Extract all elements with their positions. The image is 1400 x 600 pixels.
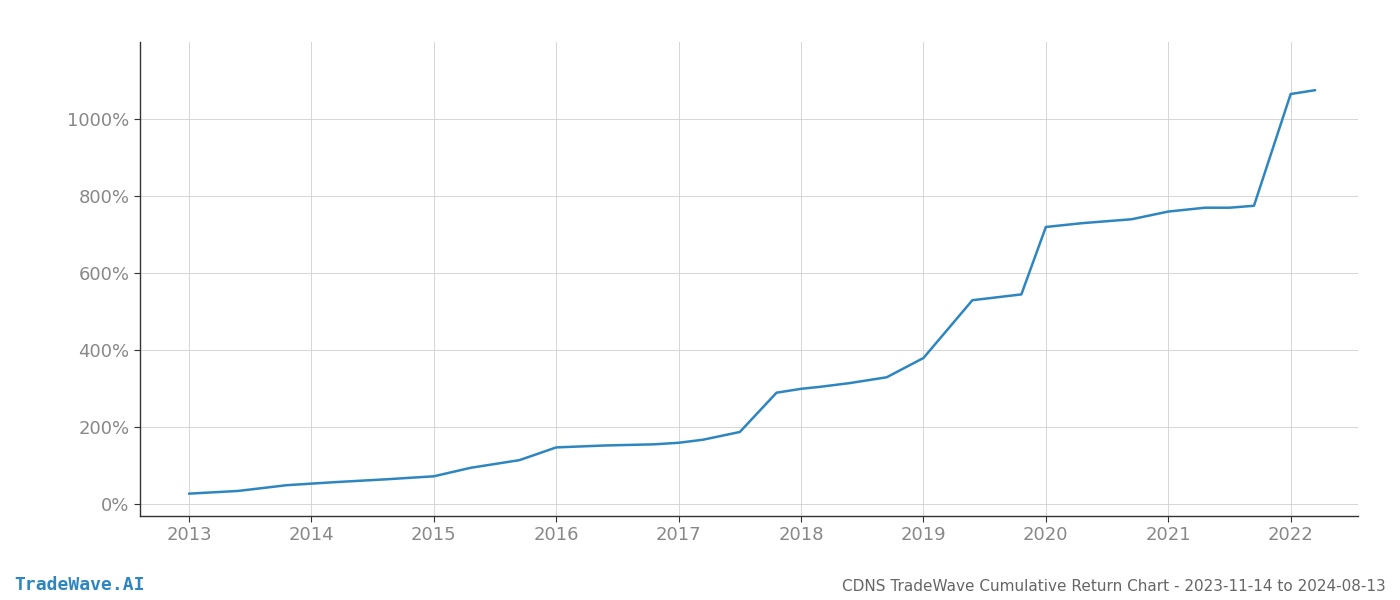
Text: CDNS TradeWave Cumulative Return Chart - 2023-11-14 to 2024-08-13: CDNS TradeWave Cumulative Return Chart -… (843, 579, 1386, 594)
Text: TradeWave.AI: TradeWave.AI (14, 576, 144, 594)
